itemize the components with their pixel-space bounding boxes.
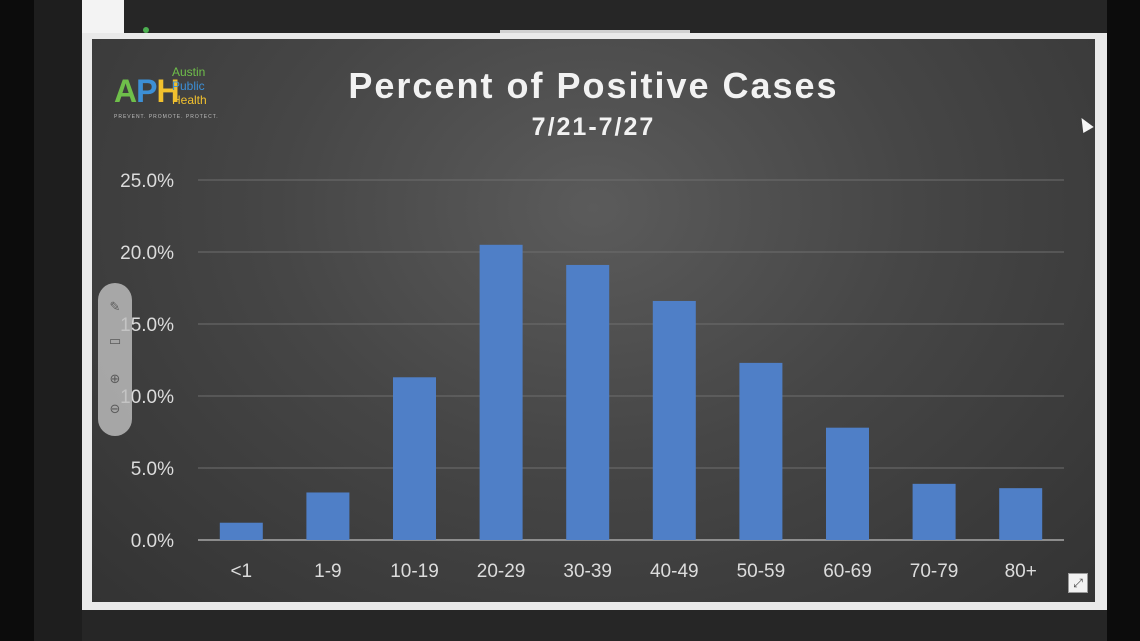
x-tick-label: 10-19 (390, 561, 439, 582)
slide-frame: APH Austin Public Health PREVENT. PROMOT… (82, 33, 1107, 610)
x-tick-label: 40-49 (650, 561, 699, 582)
zoom-out-icon[interactable]: ⊖ (109, 402, 121, 417)
bottom-bar (82, 610, 1107, 641)
chart-subtitle: 7/21-7/27 (531, 113, 656, 141)
y-tick-label: 0.0% (131, 531, 174, 552)
bar-70-79 (912, 483, 956, 540)
x-tick-label: <1 (230, 561, 252, 582)
bar-<1 (219, 522, 263, 540)
expand-icon[interactable]: ⤢ (1068, 573, 1088, 593)
logo-tagline: PREVENT. PROMOTE. PROTECT. (114, 114, 219, 120)
y-tick-label: 20.0% (120, 243, 174, 264)
bar-20-29 (479, 244, 523, 541)
x-tick-label: 20-29 (477, 561, 526, 582)
logo-letter-p: P (136, 73, 157, 109)
eraser-icon[interactable]: ▭ (108, 334, 122, 349)
bar-40-49 (652, 300, 696, 540)
y-tick-label: 10.0% (120, 387, 174, 408)
logo-word-austin: Austin (172, 65, 206, 79)
bar-80+ (999, 488, 1043, 540)
left-panel-inner (34, 0, 82, 641)
logo-letter-a: A (114, 73, 137, 109)
logo-word-public: Public (172, 79, 205, 93)
logo-letters: APH (114, 73, 180, 110)
aph-logo: APH Austin Public Health PREVENT. PROMOT… (114, 63, 224, 123)
x-tick-label: 30-39 (563, 561, 612, 582)
slide: APH Austin Public Health PREVENT. PROMOT… (92, 39, 1095, 602)
logo-words: Austin Public Health (172, 65, 207, 107)
pen-icon[interactable]: ✎ (109, 300, 121, 315)
right-panel (1107, 0, 1140, 641)
bar-chart: 0.0% 5.0% 10.0% 15.0% 20.0% 25.0% <1 1-9 10-19 20… (120, 171, 1064, 582)
active-tab-indicator (500, 30, 690, 33)
annotation-toolbar: ✎ ▭ ⊕ ⊖ (98, 283, 132, 436)
status-dot-icon (143, 27, 149, 33)
x-tick-label: 60-69 (823, 561, 872, 582)
bar-60-69 (826, 427, 869, 540)
logo-word-health: Health (172, 93, 207, 107)
x-tick-label: 70-79 (910, 561, 959, 582)
x-tick-label: 80+ (1005, 561, 1037, 582)
top-bar (124, 0, 1107, 33)
chart-title: Percent of Positive Cases (348, 65, 839, 106)
zoom-in-icon[interactable]: ⊕ (109, 372, 121, 387)
bar-30-39 (566, 264, 610, 540)
y-tick-label: 5.0% (131, 459, 174, 480)
y-tick-label: 15.0% (120, 315, 174, 336)
x-tick-label: 50-59 (737, 561, 786, 582)
y-tick-label: 25.0% (120, 171, 174, 192)
left-panel (0, 0, 82, 641)
logo-letter-h: H (156, 73, 179, 109)
bar-50-59 (739, 362, 783, 540)
bar-10-19 (393, 377, 436, 540)
x-tick-label: 1-9 (314, 561, 341, 582)
bar-1-9 (306, 492, 350, 540)
